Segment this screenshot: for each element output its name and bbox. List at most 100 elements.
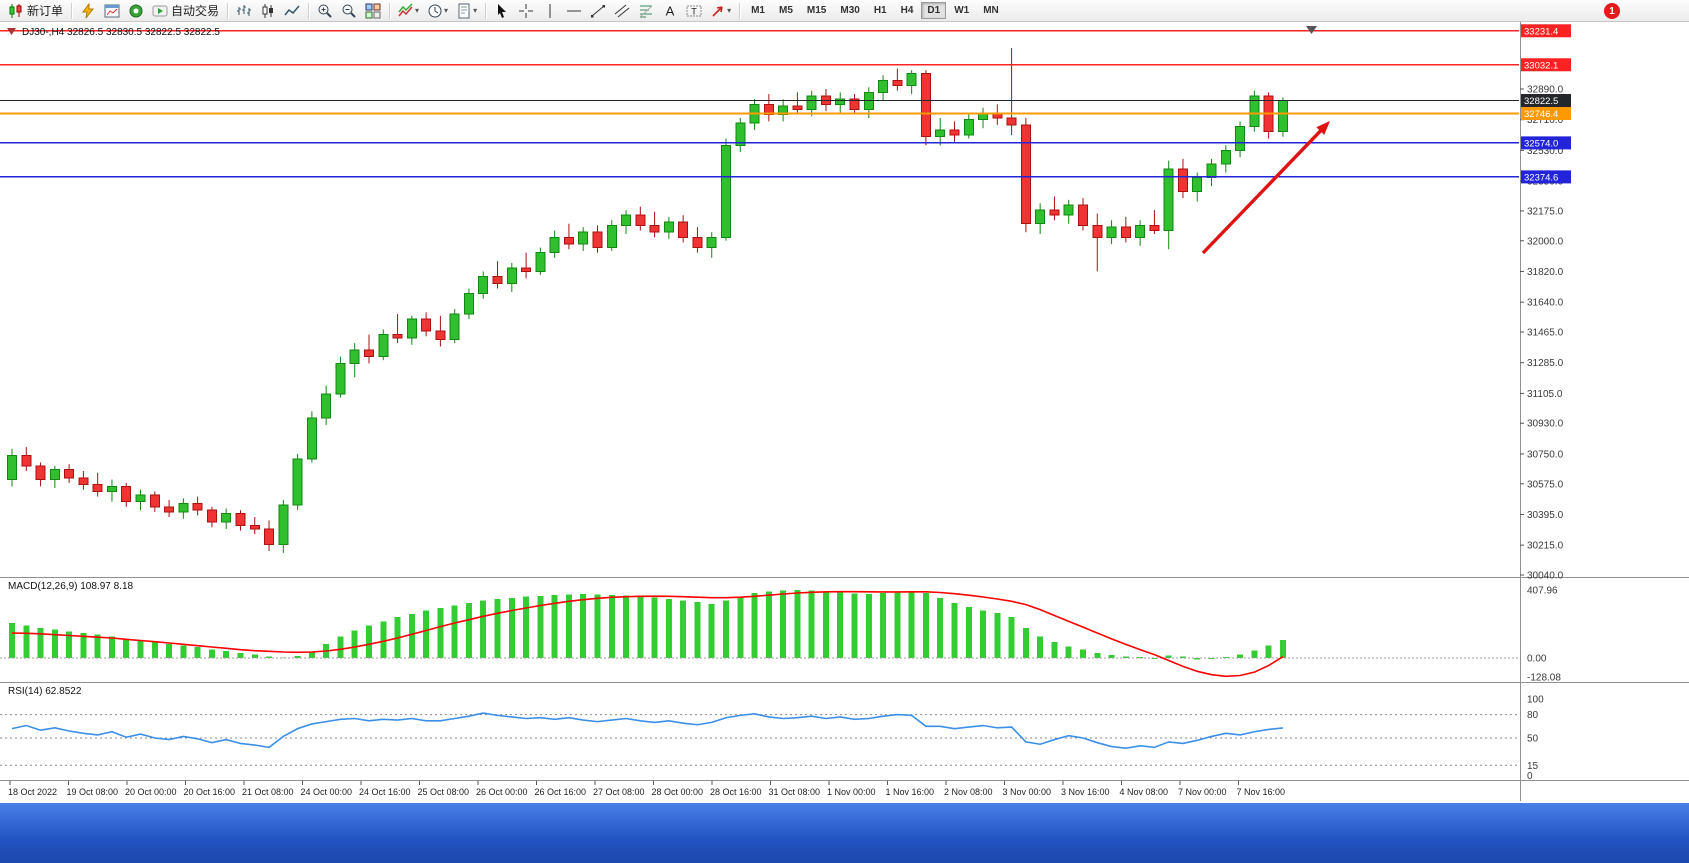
timeframe-m1-button[interactable]: M1 [751, 5, 765, 16]
horizontal-line-button[interactable] [562, 1, 586, 21]
candlestick [506, 262, 517, 292]
timeframe-d1-button[interactable]: D1 [921, 2, 947, 19]
bar-chart-button[interactable] [232, 1, 256, 21]
price-axis-label: 30575.0 [1527, 479, 1564, 490]
timeframe-m30-button[interactable]: M30 [840, 5, 860, 16]
price-axis-label: 30750.0 [1527, 449, 1564, 460]
time-axis-label: 24 Oct 00:00 [301, 787, 353, 797]
templates-button[interactable]: ▾ [452, 1, 481, 21]
rsi-axis-label: 15 [1527, 761, 1539, 772]
timeframe-w1-button[interactable]: W1 [954, 5, 970, 16]
text-icon: A [662, 3, 678, 19]
price-badge [1521, 170, 1571, 184]
tile-windows-button[interactable] [361, 1, 385, 21]
rsi-axis-label: 100 [1527, 695, 1544, 706]
price-badge [1521, 24, 1571, 38]
zoom-in-button[interactable] [313, 1, 337, 21]
trendline-icon [590, 3, 606, 19]
price-badge-label: 33231.4 [1524, 26, 1558, 37]
channel-icon [614, 3, 630, 19]
candlestick [406, 315, 417, 345]
new-order-button[interactable]: 新订单 [4, 1, 67, 21]
market-watch-icon [128, 3, 144, 19]
timeframe-mn-button[interactable]: MN [983, 5, 999, 16]
trendline-button[interactable] [586, 1, 610, 21]
chevron-down-icon: ▾ [444, 6, 449, 15]
timeframe-m15-button[interactable]: M15 [806, 5, 827, 16]
trend-arrow-annotation[interactable] [1201, 121, 1330, 255]
candlestick [1220, 145, 1231, 173]
price-badge-label: 32574.0 [1524, 138, 1558, 149]
new-order-icon [8, 3, 24, 19]
candle-chart-icon [260, 3, 276, 19]
toolbar-button-label: 新订单 [27, 4, 64, 18]
candlestick [164, 499, 175, 518]
auto-trading-button[interactable]: 自动交易 [148, 1, 223, 21]
quick-trade-button[interactable] [76, 1, 100, 21]
new-chart-button[interactable] [100, 1, 124, 21]
collapse-icon[interactable] [7, 28, 16, 35]
candlestick [1206, 158, 1217, 187]
price-axis-label: 32000.0 [1527, 236, 1564, 247]
price-axis-label: 32710.0 [1527, 115, 1564, 126]
equidistant-channel-button[interactable] [610, 1, 634, 21]
time-axis-label: 28 Oct 16:00 [710, 787, 762, 797]
text-label-button[interactable]: T [682, 1, 706, 21]
rsi-axis-label: 50 [1527, 734, 1539, 745]
time-axis-label: 19 Oct 08:00 [67, 787, 119, 797]
toolbar-separator [71, 2, 73, 19]
label-icon: T [686, 3, 702, 19]
text-button[interactable]: A [658, 1, 682, 21]
candlestick [249, 517, 260, 535]
time-axis-label: 25 Oct 08:00 [418, 787, 470, 797]
time-axis-label: 7 Nov 00:00 [1178, 787, 1227, 797]
chevron-down-icon: ▾ [415, 6, 420, 15]
svg-text:T: T [691, 6, 697, 16]
time-axis-label: 26 Oct 16:00 [535, 787, 587, 797]
candlestick [778, 99, 789, 122]
candlestick [521, 252, 532, 279]
candlestick [1092, 213, 1103, 272]
candlestick [206, 506, 217, 528]
candlestick [221, 508, 232, 529]
periods-button[interactable]: ▾ [423, 1, 452, 21]
candlestick [49, 465, 60, 489]
price-badge-label: 32822.5 [1524, 96, 1558, 107]
candlestick [892, 68, 903, 91]
candlestick [64, 464, 75, 483]
candlestick [421, 312, 432, 337]
notification-badge[interactable]: 1 [1604, 3, 1620, 19]
candlestick [192, 496, 203, 516]
vertical-line-button[interactable] [538, 1, 562, 21]
candlestick [1035, 203, 1046, 234]
price-axis-label: 30040.0 [1527, 571, 1564, 582]
lightning-icon [80, 2, 96, 19]
candlestick [1163, 160, 1174, 250]
fibonacci-button[interactable] [634, 1, 658, 21]
chart-shift-marker[interactable] [1306, 26, 1317, 34]
toolbar-separator [227, 2, 229, 19]
zoom-out-button[interactable] [337, 1, 361, 21]
candlestick [321, 385, 332, 425]
timeframe-h1-button[interactable]: H1 [873, 5, 887, 16]
market-watch-button[interactable] [124, 1, 148, 21]
candlestick [1235, 121, 1246, 158]
time-axis-label: 21 Oct 08:00 [242, 787, 294, 797]
candlestick [135, 489, 146, 511]
crosshair-button[interactable] [514, 1, 538, 21]
cursor-button[interactable] [490, 1, 514, 21]
taskbar[interactable] [0, 803, 1689, 863]
arrows-button[interactable]: ▾ [706, 1, 735, 21]
candlestick [721, 138, 731, 241]
line-chart-button[interactable] [280, 1, 304, 21]
time-axis-label: 4 Nov 08:00 [1120, 787, 1169, 797]
zoom-in-icon [317, 3, 333, 19]
candlestick [735, 117, 746, 153]
timeframe-m5-button[interactable]: M5 [779, 5, 793, 16]
indicators-button[interactable]: ▾ [394, 1, 423, 21]
timeframe-h4-button[interactable]: H4 [900, 5, 914, 16]
candlestick [264, 520, 275, 552]
candlestick [906, 70, 917, 95]
candlestick-chart-button[interactable] [256, 1, 280, 21]
